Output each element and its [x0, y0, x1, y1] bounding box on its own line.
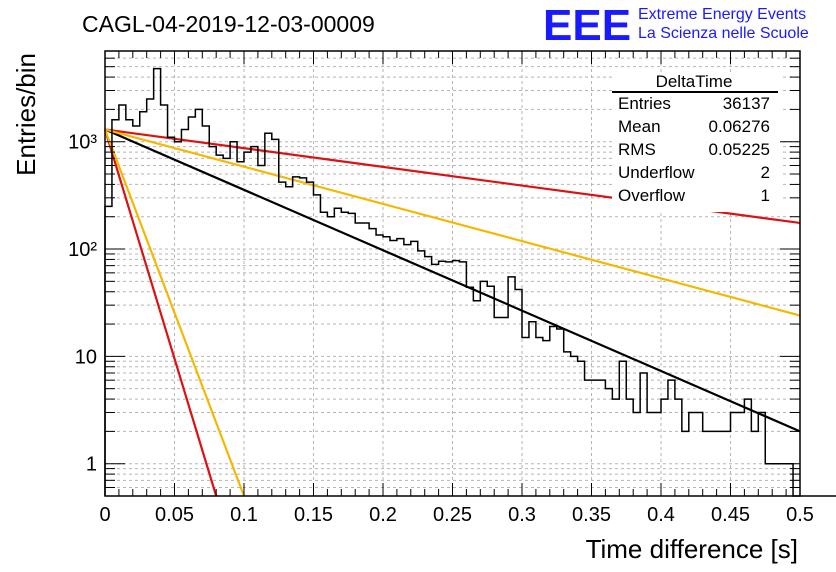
stats-row: Entries 36137 — [618, 94, 770, 113]
stats-label: Mean — [618, 117, 661, 136]
y-tick-label: 10³ — [68, 132, 97, 154]
eee-logo: EEE Extreme Energy Events La Scienza nel… — [543, 1, 809, 50]
x-tick-label: 0.2 — [369, 504, 397, 526]
histogram-outline — [104, 67, 836, 497]
x-tick-label: 0.45 — [711, 504, 750, 526]
x-tick-label: 0.25 — [433, 504, 472, 526]
x-tick-label: 0.35 — [572, 504, 611, 526]
x-tick-label: 0.15 — [294, 504, 333, 526]
x-tick-label: 0.4 — [647, 504, 675, 526]
stats-box: DeltaTime Entries 36137 Mean 0.06276 RMS… — [612, 72, 780, 212]
y-axis-label: Entries/bin — [11, 53, 41, 176]
grid — [105, 51, 800, 496]
stats-row: Underflow 2 — [618, 163, 770, 182]
y-tick-labels: 1 10 10² 10³ — [68, 132, 97, 476]
fit-curve-3 — [103, 129, 218, 497]
stats-row: RMS 0.05225 — [618, 140, 770, 159]
stats-box-background — [612, 74, 780, 212]
logo-line2: La Scienza nelle Scuole — [638, 25, 809, 42]
axis-ticks — [104, 50, 801, 497]
stats-value: 36137 — [723, 94, 770, 113]
stats-row: Mean 0.06276 — [618, 117, 770, 136]
stats-row: Overflow 1 — [618, 186, 770, 205]
chart-title: CAGL-04-2019-12-03-00009 — [82, 11, 375, 37]
y-tick-label: 10² — [68, 239, 97, 261]
fit-curve-4 — [103, 129, 246, 497]
stats-value: 2 — [761, 163, 770, 182]
stats-box-title: DeltaTime — [656, 72, 733, 91]
y-tick-label: 1 — [86, 454, 97, 476]
y-tick-label: 10 — [75, 346, 97, 368]
fit-curve-0 — [104, 128, 801, 433]
x-tick-labels: 0 0.05 0.1 0.15 0.2 0.25 0.3 0.35 0.4 0.45 0.5 — [99, 504, 813, 526]
x-tick-label: 0.05 — [155, 504, 194, 526]
logo-mark: EEE — [543, 1, 631, 50]
x-tick-label: 0.1 — [230, 504, 258, 526]
fit-curve-2 — [104, 128, 801, 317]
x-tick-label: 0.5 — [786, 504, 814, 526]
stats-label: Underflow — [618, 163, 695, 182]
logo-line1: Extreme Energy Events — [638, 6, 806, 23]
stats-value: 1 — [761, 186, 770, 205]
x-tick-label: 0 — [99, 504, 110, 526]
stats-label: RMS — [618, 140, 656, 159]
x-tick-label: 0.3 — [508, 504, 536, 526]
x-axis-label: Time difference [s] — [586, 534, 798, 564]
stats-value: 0.06276 — [709, 117, 770, 136]
stats-label: Overflow — [618, 186, 686, 205]
stats-label: Entries — [618, 94, 671, 113]
stats-value: 0.05225 — [709, 140, 770, 159]
histogram — [104, 67, 836, 497]
